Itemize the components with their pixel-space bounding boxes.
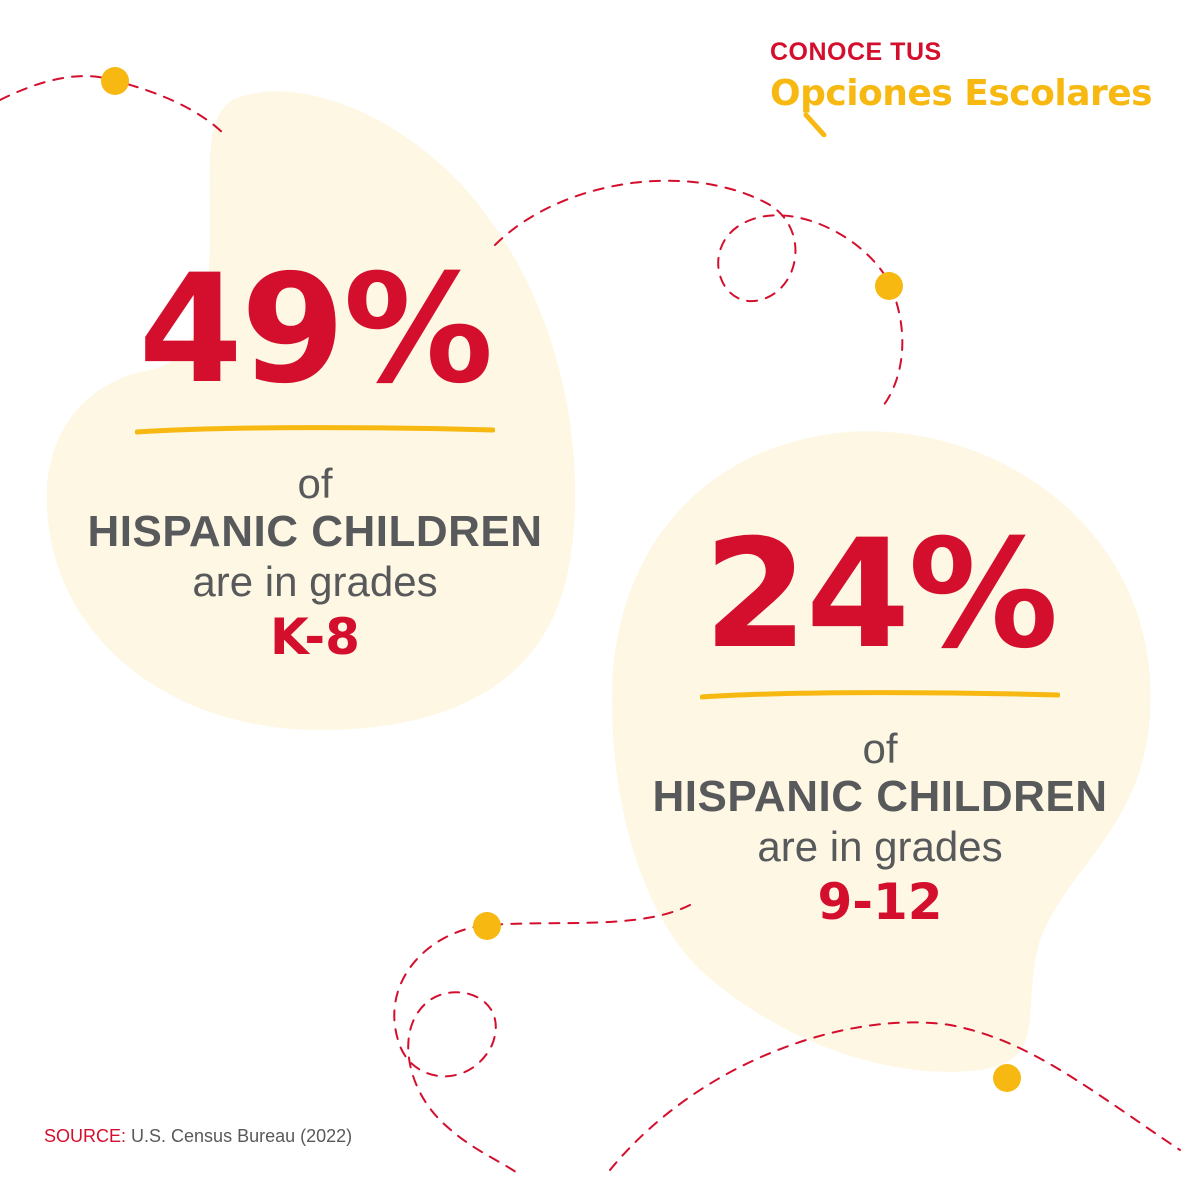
source-text: U.S. Census Bureau (2022) <box>131 1126 353 1146</box>
stat-2-percent: 24% <box>703 508 1058 682</box>
logo-line-1: CONOCE TUS <box>770 38 942 66</box>
stat-2-underline <box>700 690 1060 700</box>
dashed-path-bottom <box>393 904 691 1176</box>
stat-1-grades: K-8 <box>270 608 360 667</box>
logo-line-2-text: Opciones Escolares <box>770 73 1153 114</box>
dot-3 <box>473 912 501 940</box>
blob-right <box>611 431 1151 1072</box>
stat-1-of: of <box>297 460 333 507</box>
blob-left <box>46 91 576 730</box>
dashed-path-bottom-right <box>609 1021 1181 1171</box>
source-label: SOURCE: <box>44 1126 127 1146</box>
dot-2 <box>875 272 903 300</box>
stat-1-phrase: are in grades <box>192 557 438 605</box>
stat-2-of: of <box>862 725 898 772</box>
stat-2: 24% of HISPANIC CHILDREN are in grades 9… <box>635 520 1125 934</box>
dot-4 <box>993 1064 1021 1092</box>
source-note: SOURCE: U.S. Census Bureau (2022) <box>44 1126 352 1147</box>
stat-2-subject: HISPANIC CHILDREN <box>652 772 1108 822</box>
stat-1-percent: 49% <box>138 243 493 417</box>
stat-2-grades: 9-12 <box>817 873 943 932</box>
logo-line-2: Opciones Escolares <box>770 73 1153 137</box>
dot-1 <box>101 67 129 95</box>
logo: CONOCE TUS Opciones Escolares <box>770 38 1153 137</box>
stat-1-subject: HISPANIC CHILDREN <box>87 507 543 557</box>
stat-1: 49% of HISPANIC CHILDREN are in grades K… <box>70 255 560 669</box>
magnifier-icon <box>803 112 827 137</box>
stat-1-underline <box>135 425 495 435</box>
stat-2-phrase: are in grades <box>757 822 1003 870</box>
